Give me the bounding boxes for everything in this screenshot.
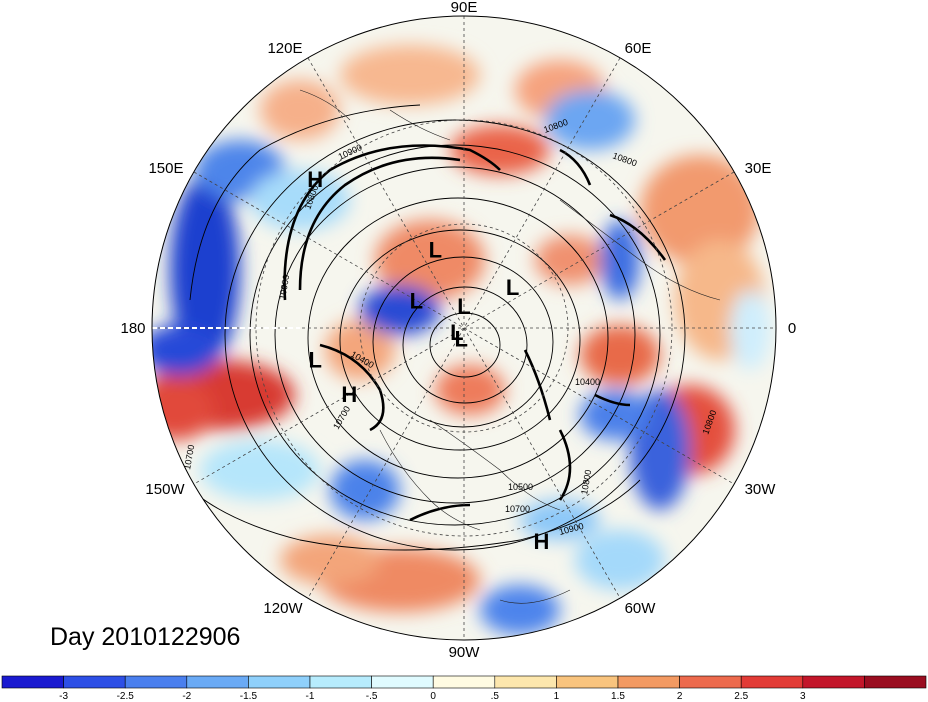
colorbar-box	[124, 675, 188, 689]
lon-label-30e: 30E	[745, 160, 772, 177]
colorbar-box	[740, 675, 804, 689]
lon-label-0: 0	[788, 320, 796, 337]
colorbar-tick-label: 1	[554, 691, 560, 702]
contour-label: 10900	[277, 274, 291, 300]
pressure-center-h-9: H	[534, 529, 550, 554]
lon-label-180: 180	[120, 320, 145, 337]
colorbar-box	[556, 675, 619, 689]
colorbar-box	[494, 675, 557, 689]
pressure-center-h-8: H	[341, 382, 357, 407]
colorbar-box	[371, 675, 434, 689]
coastlines	[299, 89, 721, 604]
contour-label: 10500	[508, 482, 533, 492]
lon-label-60e: 60E	[625, 40, 652, 57]
colorbar-tick-label: -.5	[366, 691, 378, 702]
colorbar-box	[1, 675, 64, 689]
colorbar-box	[679, 675, 742, 689]
pressure-center-l-3: L	[457, 294, 470, 319]
colorbar-boxes	[1, 675, 927, 689]
lon-label-120w: 120W	[263, 600, 303, 617]
colorbar-tick-label: -2.5	[117, 691, 135, 702]
map-border	[151, 15, 777, 641]
colorbar-tick-label: 2.5	[734, 691, 748, 702]
pressure-center-l-5: L	[450, 320, 463, 345]
colorbar-tick-label: -1.5	[240, 691, 258, 702]
colorbar-tick-label: 1.5	[611, 691, 625, 702]
pressure-center-l-1: L	[429, 237, 442, 262]
lon-label-150e: 150E	[148, 160, 183, 177]
height-contours	[179, 104, 686, 551]
pressure-center-h-0: H	[307, 167, 323, 192]
colorbar-box	[63, 675, 126, 689]
colorbar-box	[802, 675, 865, 689]
colorbar-box	[432, 675, 496, 689]
contour-label: 10700	[505, 504, 530, 514]
pressure-center-l-2: L	[410, 289, 423, 314]
lon-label-90e: 90E	[451, 0, 478, 16]
colorbar-tick-label: 2	[677, 691, 683, 702]
lon-label-90w: 90W	[449, 644, 481, 661]
map-title: Day 2010122906	[50, 623, 240, 651]
colorbar-box	[248, 675, 311, 689]
map-disc: 1080010900108001070010400108001050010700…	[152, 16, 776, 640]
colorbar-box	[617, 675, 680, 689]
colorbar-tick-label: -2	[182, 691, 191, 702]
contour-label: 10800	[579, 469, 593, 495]
colorbar-ticks: -3 -2.5 -2 -1.5 -1 -.5 0 .5 1 1.5 2 2.5 3	[59, 691, 806, 702]
longitude-labels: 90E 60E 30E 0 30W 60W 90W 120W 150W 180 …	[120, 0, 796, 661]
colorbar-tick-label: -3	[59, 691, 68, 702]
pressure-center-l-7: L	[308, 348, 321, 373]
colorbar-box	[309, 675, 372, 689]
colorbar-tick-label: 0	[430, 691, 436, 702]
colorbar-box	[186, 675, 249, 689]
contour-label: 10700	[182, 444, 196, 470]
pressure-center-l-4: L	[506, 275, 519, 300]
lon-label-150w: 150W	[145, 481, 185, 498]
lon-label-120e: 120E	[267, 40, 302, 57]
colorbar-box	[864, 675, 927, 689]
colorbar-tick-label: 3	[800, 691, 806, 702]
lon-label-60w: 60W	[625, 600, 657, 617]
pressure-center-l-6: L	[454, 327, 467, 352]
lon-label-30w: 30W	[745, 481, 777, 498]
colorbar-tick-label: -1	[306, 691, 315, 702]
colorbar-tick-label: .5	[491, 691, 500, 702]
contour-label: 10400	[575, 377, 600, 387]
colorbar: -3 -2.5 -2 -1.5 -1 -.5 0 .5 1 1.5 2 2.5 3	[1, 675, 927, 702]
